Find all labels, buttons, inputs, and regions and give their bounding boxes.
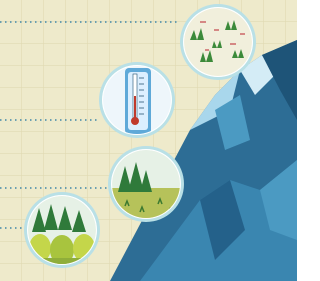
badge-conifer-meadow [108,146,184,222]
badge-forest [24,192,100,268]
illustration [0,0,297,281]
badge-thermometer [99,62,175,138]
page [0,0,297,281]
badge-tundra [180,4,256,80]
